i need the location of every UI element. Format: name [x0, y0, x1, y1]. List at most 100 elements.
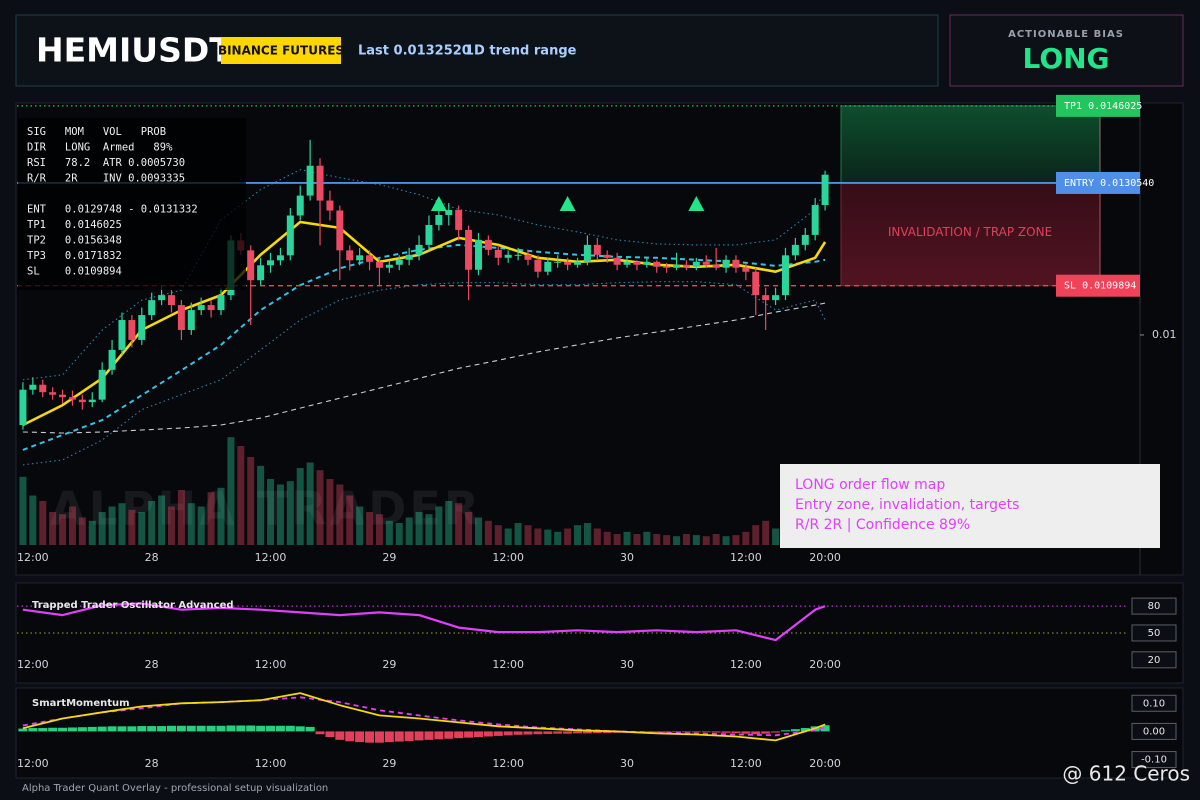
pane-title: Trapped Trader Oscillator Advanced: [32, 600, 234, 611]
volume-bar: [484, 520, 492, 545]
credit: @ 612 Ceros: [1062, 762, 1190, 786]
line: [22, 602, 826, 642]
volume-bar: [653, 534, 661, 545]
level-tag: [1056, 171, 1140, 194]
volume-bar: [207, 492, 215, 545]
candle-body: [643, 261, 651, 265]
line: [22, 696, 826, 737]
histogram-bar: [790, 729, 800, 732]
histogram-bar: [246, 725, 256, 732]
range: 1D trend range: [465, 44, 577, 59]
volume-bar: [494, 525, 502, 545]
candle-body: [692, 261, 700, 267]
histogram-bar: [256, 725, 266, 732]
candle-body: [197, 305, 205, 311]
x-tick-label: 12:00: [730, 658, 762, 671]
volume-bar: [772, 528, 780, 545]
candle-body: [712, 264, 720, 268]
candle-body: [564, 261, 572, 265]
histogram-bar: [216, 725, 226, 732]
y-tick-box: [1131, 751, 1177, 769]
histogram-bar: [454, 731, 464, 739]
info-row: TP2 0.0156348: [27, 235, 122, 247]
volume-bar: [613, 534, 621, 545]
x-tick-label: 20:00: [809, 551, 841, 564]
candle-body: [425, 224, 433, 245]
candle-body: [633, 261, 641, 265]
volume-bar: [544, 529, 552, 545]
candle-body: [177, 305, 185, 330]
volume-bar: [712, 534, 720, 545]
histogram-bar: [226, 725, 236, 732]
level-name: TP1: [1064, 101, 1082, 112]
volume-bar: [465, 512, 473, 545]
histogram-bar: [394, 731, 404, 742]
candle-body: [702, 261, 710, 265]
signal-marker: [559, 196, 576, 211]
histogram-bar: [721, 731, 731, 733]
histogram-bar: [117, 726, 127, 732]
histogram-bar: [563, 731, 573, 734]
histogram-bar: [751, 731, 761, 735]
candle-body: [29, 384, 37, 390]
y-tick-label: 20: [1148, 655, 1161, 666]
volume-bar: [336, 484, 344, 545]
y-tick-label: 0.01: [1152, 328, 1177, 341]
candle-body: [682, 264, 690, 267]
level-label: TP1 0.0146025: [1064, 101, 1142, 112]
histogram-bar: [374, 731, 384, 743]
histogram-bar: [315, 731, 325, 735]
x-tick-label: 12:00: [492, 658, 524, 671]
candle-body: [207, 305, 215, 311]
candle-body: [494, 249, 502, 258]
footer: Alpha Trader Quant Overlay - professiona…: [22, 783, 328, 794]
volume-bar: [237, 446, 245, 545]
x-tick-label: 12:00: [492, 757, 524, 770]
candle-body: [742, 267, 750, 272]
candle-body: [574, 261, 582, 265]
histogram-bar: [513, 731, 523, 735]
histogram-bar: [137, 726, 147, 732]
volume-bar: [68, 506, 76, 545]
volume-bar: [732, 535, 740, 545]
volume-bar: [682, 534, 690, 545]
candle-body: [732, 259, 740, 268]
histogram-bar: [157, 726, 167, 732]
volume-bar: [326, 479, 334, 545]
candle-body: [366, 255, 374, 262]
histogram-bar: [483, 731, 493, 737]
volume-bar: [296, 468, 304, 545]
info-row: SIG MOM VOL PROB: [27, 126, 166, 138]
candle-body: [465, 229, 473, 270]
info-row: DIR LONG Armed 89%: [27, 142, 173, 154]
level-tag: [1056, 274, 1140, 297]
candle-body: [375, 261, 383, 268]
candle-body: [781, 255, 789, 296]
candle-body: [257, 265, 265, 281]
histogram-bar: [236, 725, 246, 732]
bias-value: LONG: [1022, 42, 1109, 75]
pane-title: SmartMomentum: [32, 698, 130, 709]
candle-body: [821, 174, 829, 206]
volume-bar: [603, 531, 611, 545]
invalidation-zone: [840, 182, 1101, 287]
histogram-bar: [573, 731, 583, 734]
candle-body: [187, 310, 195, 330]
candle-body: [544, 261, 552, 272]
volume-bar: [425, 514, 433, 545]
candle-body: [167, 295, 175, 306]
line: [22, 302, 826, 434]
histogram-bar: [503, 731, 513, 736]
histogram-bar: [107, 726, 117, 732]
target-zone: [840, 105, 1101, 184]
candle-body: [514, 254, 522, 256]
candle-body: [445, 210, 453, 215]
x-tick-label: 28: [145, 658, 159, 671]
x-tick-label: 30: [620, 658, 634, 671]
candle-body: [286, 215, 294, 256]
histogram-bar: [711, 731, 721, 733]
volume-bar: [702, 536, 710, 545]
level-name: ENTRY: [1064, 178, 1094, 189]
x-tick-label: 28: [145, 551, 159, 564]
histogram-bar: [166, 725, 176, 732]
